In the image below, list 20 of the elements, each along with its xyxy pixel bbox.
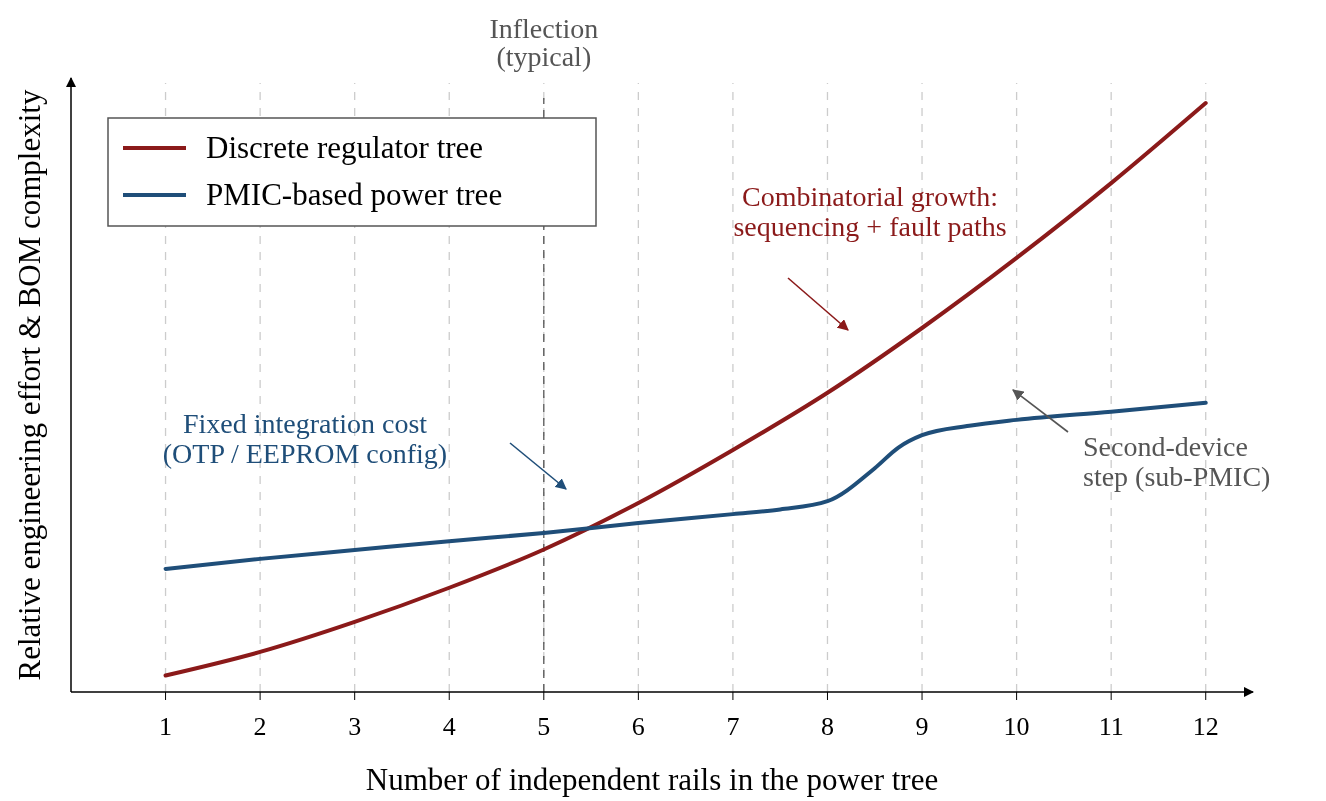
x-tick-label: 7 (726, 712, 740, 741)
x-axis-title: Number of independent rails in the power tree (365, 762, 939, 797)
x-tick-label: 10 (1003, 712, 1030, 741)
annotation: Combinatorial growth: sequencing + fault paths (733, 181, 1007, 242)
x-tick-label: 6 (631, 712, 645, 741)
legend-label: Discrete regulator tree (206, 130, 484, 165)
x-tick-label: 2 (253, 712, 267, 741)
annotation: Second-device step (sub-PMIC) (1083, 431, 1271, 492)
legend-label: PMIC-based power tree (206, 177, 503, 212)
x-tick-label: 4 (442, 712, 456, 741)
x-tick-label: 1 (159, 712, 173, 741)
ref-line-label: Inflection (typical) (489, 13, 599, 72)
x-tick-label: 8 (820, 712, 834, 741)
x-tick-label: 11 (1098, 712, 1124, 741)
x-tick-label: 12 (1192, 712, 1219, 741)
annotation: Fixed integration cost (OTP / EEPROM config) (162, 408, 448, 469)
x-tick-label: 3 (348, 712, 362, 741)
y-axis-title: Relative engineering effort & BOM complexity (12, 89, 47, 681)
x-tick-label: 5 (537, 712, 551, 741)
x-tick-label: 9 (915, 712, 929, 741)
